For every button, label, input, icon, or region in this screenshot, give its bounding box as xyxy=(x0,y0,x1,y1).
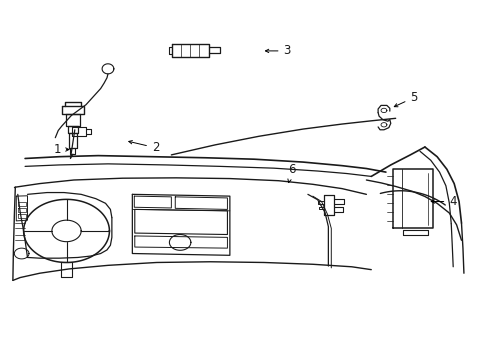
Text: 5: 5 xyxy=(393,91,417,107)
Text: 1: 1 xyxy=(53,143,69,156)
Text: 4: 4 xyxy=(430,195,456,208)
Text: 2: 2 xyxy=(128,140,159,154)
Text: 3: 3 xyxy=(265,44,290,57)
Text: 6: 6 xyxy=(287,163,295,183)
